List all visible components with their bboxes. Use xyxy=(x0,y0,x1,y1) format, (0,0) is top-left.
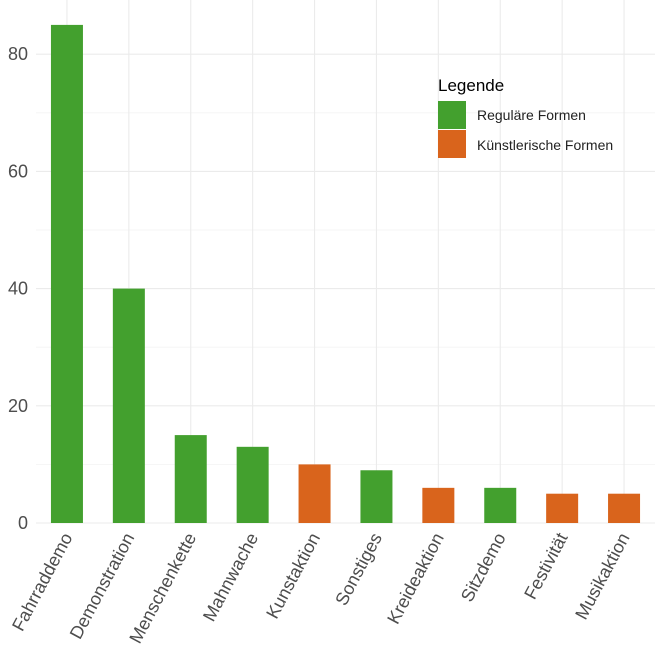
legend: Legende Reguläre Formen Künstlerische Fo… xyxy=(438,76,613,158)
bars xyxy=(50,24,641,524)
bar-menschenkette xyxy=(174,435,207,523)
bar-kreideaktion xyxy=(422,487,455,523)
y-tick-label: 0 xyxy=(18,513,28,533)
bar-kunstaktion xyxy=(298,464,331,523)
y-tick-label: 20 xyxy=(8,396,28,416)
y-axis-ticks: 0 20 40 60 80 xyxy=(8,44,28,533)
legend-title: Legende xyxy=(438,76,504,95)
bar-musikaktion xyxy=(608,493,641,523)
x-axis-ticks: FahrraddemoDemonstrationMenschenketteMah… xyxy=(8,529,633,646)
bar-sitzdemo xyxy=(484,487,517,523)
bar-fahrraddemo xyxy=(50,24,83,524)
bar-mahnwache xyxy=(236,446,269,523)
bar-demonstration xyxy=(112,288,145,523)
x-tick-label: Musikaktion xyxy=(571,529,633,622)
x-tick-label: Mahnwache xyxy=(199,529,262,624)
x-tick-label: Fahrraddemo xyxy=(8,529,76,634)
x-tick-label: Sonstiges xyxy=(331,529,386,608)
x-tick-label: Menschenkette xyxy=(125,529,200,646)
legend-swatch-regular xyxy=(438,101,466,129)
y-tick-label: 60 xyxy=(8,161,28,181)
x-tick-label: Kreideaktion xyxy=(383,529,448,627)
x-tick-label: Sitzdemo xyxy=(457,529,510,605)
x-tick-label: Festivität xyxy=(520,529,571,602)
bar-festivität xyxy=(546,493,579,523)
y-tick-label: 40 xyxy=(8,279,28,299)
y-tick-label: 80 xyxy=(8,44,28,64)
x-tick-label: Demonstration xyxy=(66,529,139,642)
bar-sonstiges xyxy=(360,470,393,523)
grid-lines xyxy=(36,0,655,524)
legend-swatch-artistic xyxy=(438,130,466,158)
legend-label-regular: Reguläre Formen xyxy=(477,107,586,123)
legend-label-artistic: Künstlerische Formen xyxy=(477,137,613,153)
x-tick-label: Kunstaktion xyxy=(262,529,324,621)
